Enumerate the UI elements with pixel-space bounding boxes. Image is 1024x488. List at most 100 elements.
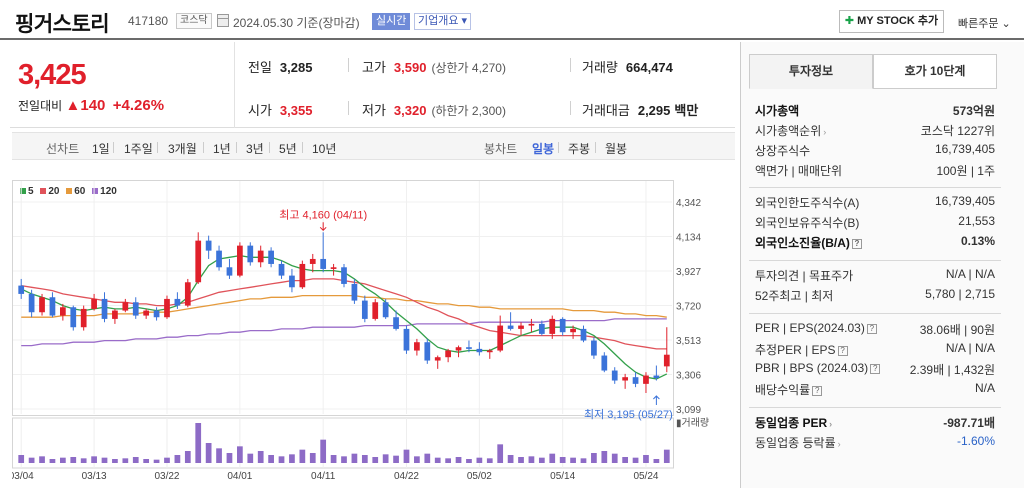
info-row[interactable]: PBR | BPS (2024.03)? 2.39배 | 1,432원: [755, 361, 995, 379]
candle-body: [486, 350, 493, 353]
info-row[interactable]: 시가총액순위 › 코스닥 1227위: [755, 122, 995, 140]
candle-body: [216, 250, 222, 268]
period-5y[interactable]: 5년: [279, 142, 297, 156]
trade-amount: 거래대금 2,295 백만: [582, 100, 698, 119]
candle-body: [143, 310, 150, 316]
change-percent: +4.26%: [112, 97, 165, 114]
candle-weekly[interactable]: 주봉: [568, 142, 591, 156]
info-row[interactable]: 외국인소진율(B/A)? 0.13%: [755, 234, 995, 252]
y-tick-label: 3,306: [676, 371, 701, 382]
help-icon[interactable]: ?: [870, 364, 881, 374]
candle-body: [299, 263, 306, 288]
candle-body: [403, 328, 410, 351]
legend-swatch-ma20: [40, 188, 47, 194]
volume-bar: [580, 458, 587, 463]
candle-body: [611, 370, 618, 381]
realtime-button[interactable]: 실시간: [372, 13, 411, 30]
info-row[interactable]: 추정PER | EPS? N/A | N/A: [755, 341, 995, 359]
info-value: 2.39배 | 1,432원: [909, 363, 995, 377]
candle-body: [28, 293, 35, 313]
volume-bar: [663, 449, 670, 463]
separator: [570, 58, 571, 72]
market-badge: 코스닥: [176, 13, 212, 29]
candlestick-chart-svg[interactable]: 4,342 4,134 3,927 3,720 3,513 3,306 3,099 03/04…: [12, 180, 735, 485]
x-tick-label: 05/14: [550, 471, 575, 482]
period-1w[interactable]: 1주일: [124, 142, 153, 156]
separator: [113, 142, 114, 153]
help-icon[interactable]: ?: [866, 324, 877, 334]
candle-body: [570, 328, 576, 333]
candle-body: [351, 283, 358, 301]
separator: [203, 142, 204, 153]
volume-label: 거래량: [582, 60, 618, 75]
period-3m[interactable]: 3개월: [168, 142, 197, 156]
period-1d[interactable]: 1일: [92, 142, 110, 156]
help-icon[interactable]: ?: [851, 239, 862, 249]
info-row[interactable]: 동일업종 등락률 › -1.60%: [755, 434, 995, 452]
info-row: 외국인한도주식수(A) 16,739,405: [755, 194, 995, 212]
info-row[interactable]: 배당수익률? N/A: [755, 381, 995, 399]
candle-body: [195, 240, 202, 283]
volume-bar: [476, 457, 483, 463]
volume-bar: [153, 459, 160, 463]
chevron-right-icon[interactable]: ›: [823, 127, 827, 137]
period-10y[interactable]: 10년: [312, 142, 337, 156]
legend-ma60: 60: [74, 186, 86, 197]
tab-order-book[interactable]: 호가 10단계: [873, 54, 997, 89]
info-label: 상장주식수: [755, 144, 811, 158]
chevron-right-icon[interactable]: ›: [829, 419, 833, 429]
volume-bar: [393, 455, 399, 463]
info-row: 상장주식수 16,739,405: [755, 142, 995, 160]
volume-bar: [268, 455, 274, 463]
volume-bar: [143, 459, 150, 463]
candle-body: [507, 325, 514, 329]
company-overview-dropdown[interactable]: 기업개요 ▾: [414, 13, 472, 30]
price-change: 전일대비 ▲140 +4.26%: [18, 97, 164, 114]
info-row: 시가총액 573억원: [755, 102, 995, 120]
volume-bar: [361, 455, 368, 463]
candle-body: [632, 377, 639, 384]
period-3y[interactable]: 3년: [246, 142, 264, 156]
tab-investment-info[interactable]: 투자정보: [749, 54, 873, 89]
candle-body: [393, 317, 399, 329]
info-row[interactable]: 동일업종 PER › -987.71배: [755, 414, 995, 432]
info-value: N/A: [974, 381, 995, 395]
candle-body: [153, 310, 160, 318]
legend-swatch-ma60: [66, 188, 73, 194]
volume-bar: [424, 453, 431, 463]
info-label: 동일업종 PER ›: [755, 416, 833, 430]
stock-chart[interactable]: 4,342 4,134 3,927 3,720 3,513 3,306 3,099 03/04…: [12, 180, 735, 485]
calendar-icon: [217, 14, 229, 27]
stock-code: 417180: [128, 14, 169, 28]
line-chart-label[interactable]: 선차트: [46, 142, 80, 156]
info-value: -987.71배: [943, 416, 995, 430]
y-tick-label: 3,720: [676, 302, 701, 313]
candle-chart-label[interactable]: 봉차트: [484, 142, 518, 156]
volume-bar: [549, 453, 556, 463]
period-1y[interactable]: 1년: [213, 142, 231, 156]
quick-order-button[interactable]: 빠른주문 ⌄: [958, 18, 1011, 30]
candle-body: [278, 263, 285, 276]
candle-body: [455, 347, 462, 351]
volume-bar: [643, 455, 649, 463]
info-tabs: 투자정보 호가 10단계: [749, 54, 999, 89]
candle-monthly[interactable]: 월봉: [605, 142, 628, 156]
volume-bar: [174, 455, 181, 463]
help-icon[interactable]: ?: [812, 386, 823, 396]
candle-body: [653, 375, 660, 379]
my-stock-add-button[interactable]: ✚ MY STOCK 추가: [839, 10, 944, 33]
y-tick-label: 3,927: [676, 267, 701, 278]
volume-bar: [59, 457, 66, 463]
volume-bar: [164, 457, 170, 463]
chevron-right-icon[interactable]: ›: [837, 439, 841, 449]
candle-daily[interactable]: 일봉: [532, 142, 555, 156]
volume-bar: [601, 451, 608, 463]
volume-bar: [309, 453, 316, 463]
candle-body: [341, 267, 347, 284]
volume-bar: [195, 423, 202, 463]
volume-bar: [184, 451, 191, 463]
info-row[interactable]: PER | EPS(2024.03)? 38.06배 | 90원: [755, 321, 995, 339]
candle-body: [164, 298, 170, 318]
help-icon[interactable]: ?: [837, 346, 848, 356]
candle-body: [330, 267, 337, 269]
